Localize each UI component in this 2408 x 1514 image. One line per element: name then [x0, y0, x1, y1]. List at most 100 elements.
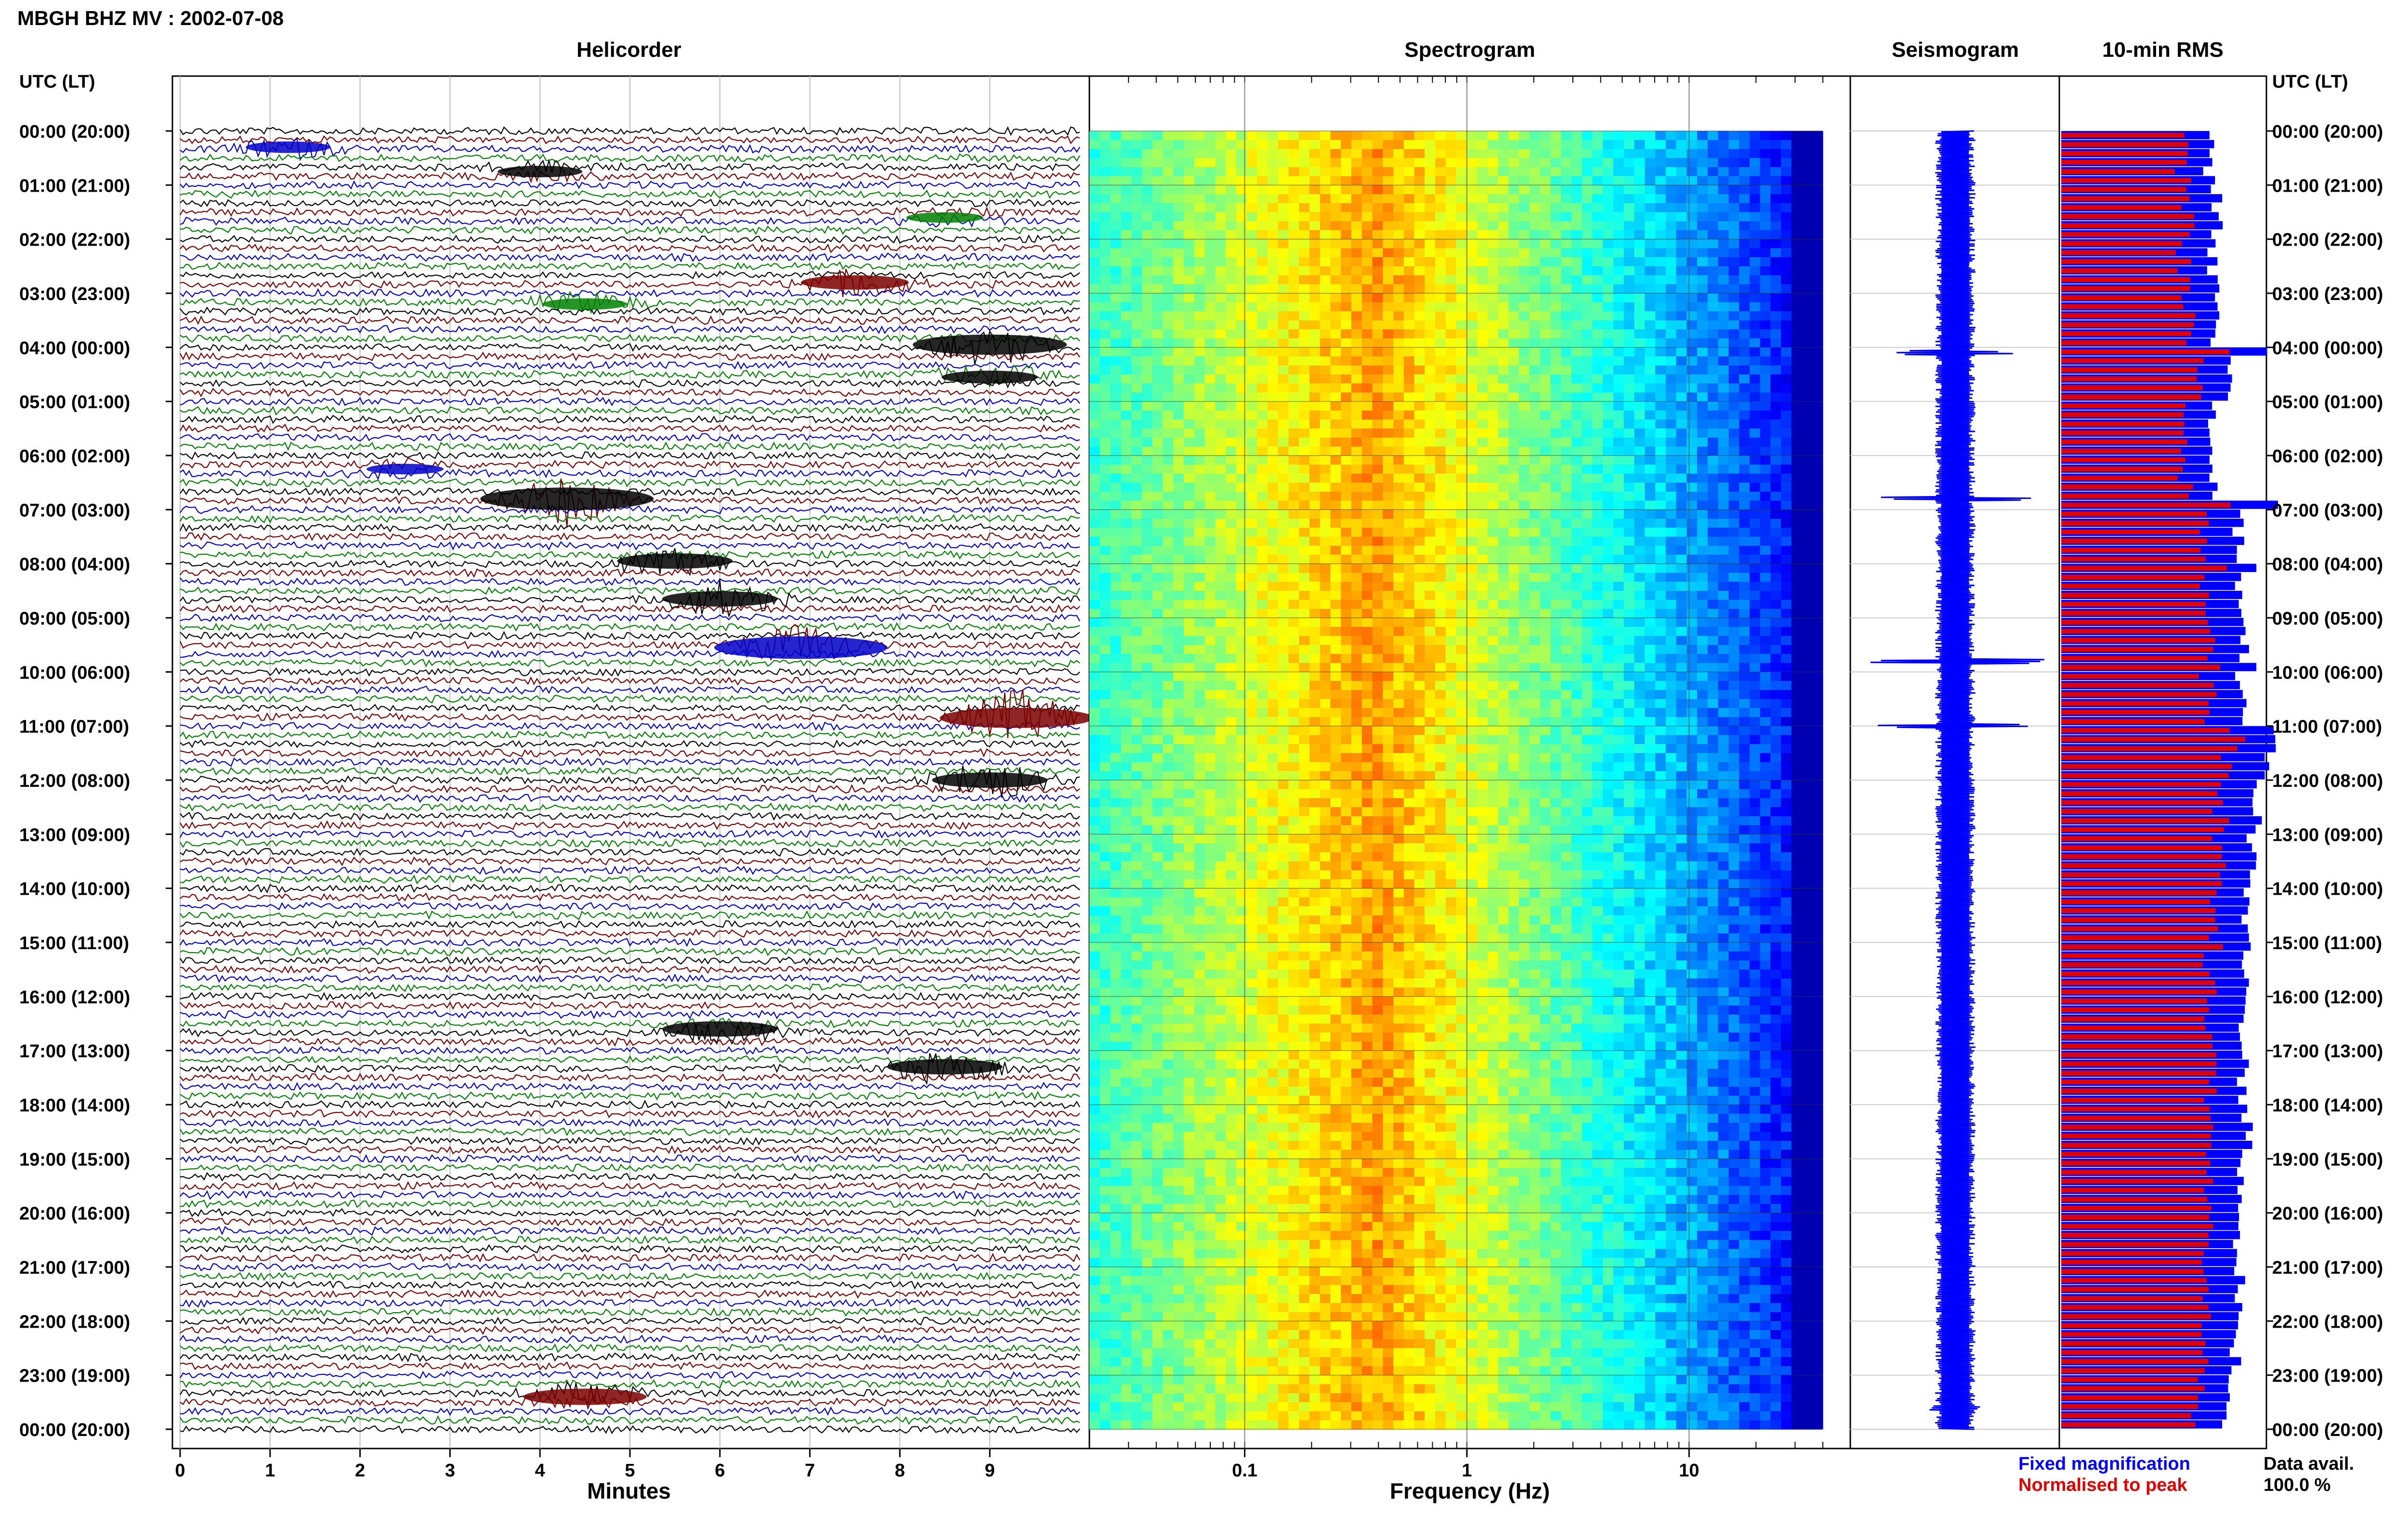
spectrogram-cell — [1697, 582, 1708, 591]
spectrogram-cell — [1530, 546, 1540, 555]
spectrogram-cell — [1812, 690, 1823, 699]
spectrogram-cell — [1792, 149, 1802, 158]
spectrogram-cell — [1446, 600, 1456, 609]
spectrogram-cell — [1268, 339, 1278, 348]
spectrogram-cell — [1613, 681, 1624, 690]
spectrogram-cell — [1519, 663, 1530, 672]
spectrogram-cell — [1446, 591, 1456, 600]
spectrogram-cell — [1802, 501, 1813, 510]
spectrogram-cell — [1718, 302, 1728, 312]
spectrogram-cell — [1697, 636, 1708, 645]
spectrogram-cell — [1131, 429, 1142, 438]
spectrogram-cell — [1728, 176, 1739, 185]
spectrogram-cell — [1246, 591, 1257, 600]
spectrogram-cell — [1739, 473, 1750, 483]
spectrogram-cell — [1739, 528, 1750, 537]
spectrogram-cell — [1582, 339, 1593, 348]
spectrogram-cell — [1582, 735, 1593, 744]
spectrogram-cell — [1435, 203, 1446, 212]
spectrogram-cell — [1330, 248, 1341, 257]
spectrogram-cell — [1320, 690, 1331, 699]
spectrogram-cell — [1268, 311, 1278, 320]
spectrogram-cell — [1687, 311, 1697, 320]
spectrogram-cell — [1488, 194, 1498, 203]
spectrogram-cell — [1372, 329, 1383, 339]
spectrogram-cell — [1802, 717, 1813, 726]
spectrogram-cell — [1750, 375, 1760, 384]
spectrogram-cell — [1498, 429, 1509, 438]
spectrogram-cell — [1309, 203, 1320, 212]
spectrogram-cell — [1215, 293, 1226, 302]
spectrogram-cell — [1655, 257, 1666, 266]
spectrogram-cell — [1603, 519, 1613, 528]
spectrogram-cell — [1760, 609, 1771, 618]
spectrogram-cell — [1425, 483, 1435, 492]
spectrogram-cell — [1812, 564, 1823, 573]
spectrogram-cell — [1320, 501, 1331, 510]
spectrogram-cell — [1194, 356, 1205, 365]
spectrogram-cell — [1645, 185, 1655, 194]
spectrogram-cell — [1425, 302, 1435, 312]
spectrogram-cell — [1708, 591, 1718, 600]
spectrogram-cell — [1320, 203, 1331, 212]
spectrogram-cell — [1477, 248, 1488, 257]
spectrogram-cell — [1383, 158, 1393, 167]
spectrogram-cell — [1163, 573, 1173, 582]
spectrogram-cell — [1687, 699, 1697, 708]
spectrogram-cell — [1268, 149, 1278, 158]
spectrogram-cell — [1728, 618, 1739, 627]
spectrogram-cell — [1550, 402, 1561, 411]
spectrogram-cell — [1728, 185, 1739, 194]
spectrogram-cell — [1530, 438, 1540, 447]
spectrogram-cell — [1425, 663, 1435, 672]
spectrogram-cell — [1498, 302, 1509, 312]
spectrogram-cell — [1498, 167, 1509, 176]
spectrogram-cell — [1550, 194, 1561, 203]
spectrogram-cell — [1770, 456, 1781, 465]
spectrogram-cell — [1550, 176, 1561, 185]
spectrogram-cell — [1770, 528, 1781, 537]
spectrogram-cell — [1288, 519, 1299, 528]
spectrogram-cell — [1498, 347, 1509, 356]
helicorder-event — [246, 142, 330, 153]
spectrogram-cell — [1320, 293, 1331, 302]
spectrogram-cell — [1362, 654, 1373, 663]
spectrogram-cell — [1246, 275, 1257, 285]
spectrogram-cell — [1330, 230, 1341, 239]
spectrogram-cell — [1519, 167, 1530, 176]
spectrogram-cell — [1687, 329, 1697, 339]
spectrogram-cell — [1530, 365, 1540, 375]
spectrogram-cell — [1163, 392, 1173, 402]
spectrogram-cell — [1571, 329, 1582, 339]
spectrogram-cell — [1393, 356, 1404, 365]
spectrogram-cell — [1194, 573, 1205, 582]
spectrogram-cell — [1100, 383, 1111, 392]
spectrogram-cell — [1425, 257, 1435, 266]
spectrogram-cell — [1226, 140, 1236, 149]
spectrogram-cell — [1697, 600, 1708, 609]
spectrogram-cell — [1393, 654, 1404, 663]
spectrogram-cell — [1812, 410, 1823, 419]
spectrogram-cell — [1708, 699, 1718, 708]
spectrogram-cell — [1530, 185, 1540, 194]
spectrogram-cell — [1351, 158, 1362, 167]
spectrogram-cell — [1561, 600, 1571, 609]
spectrogram-cell — [1802, 609, 1813, 618]
spectrogram-cell — [1121, 555, 1131, 564]
spectrogram-cell — [1456, 492, 1467, 501]
spectrogram-cell — [1697, 131, 1708, 140]
spectrogram-cell — [1142, 618, 1152, 627]
spectrogram-cell — [1330, 501, 1341, 510]
spectrogram-cell — [1812, 419, 1823, 429]
spectrogram-cell — [1519, 636, 1530, 645]
spectrogram-cell — [1288, 429, 1299, 438]
spectrogram-cell — [1309, 275, 1320, 285]
spectrogram-cell — [1739, 636, 1750, 645]
spectrogram-cell — [1246, 573, 1257, 582]
spectrogram-cell — [1226, 410, 1236, 419]
spectrogram-cell — [1184, 492, 1194, 501]
spectrogram-cell — [1184, 194, 1194, 203]
spectrogram-cell — [1739, 194, 1750, 203]
spectrogram-cell — [1320, 149, 1331, 158]
